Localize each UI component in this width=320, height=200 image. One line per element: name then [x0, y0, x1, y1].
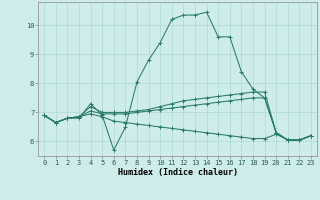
X-axis label: Humidex (Indice chaleur): Humidex (Indice chaleur)	[118, 168, 238, 177]
